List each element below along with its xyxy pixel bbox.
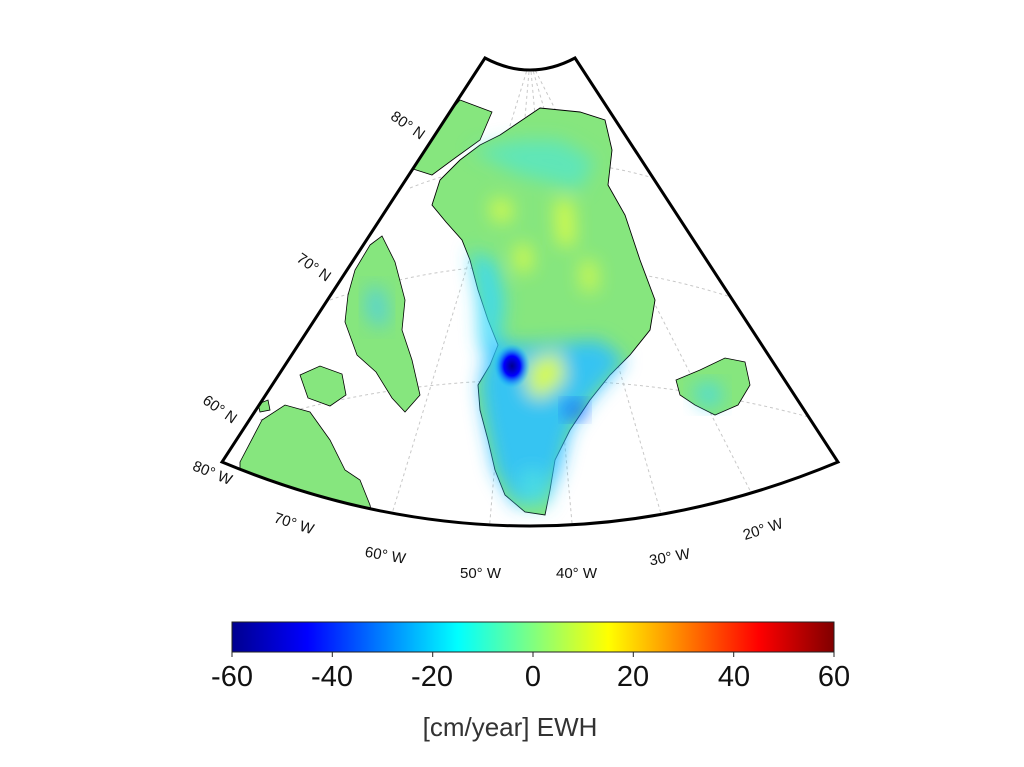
land-masses xyxy=(239,99,751,526)
lon-label-40w: 40° W xyxy=(556,565,598,582)
map-frame xyxy=(219,56,841,528)
meridian-40w xyxy=(529,59,576,526)
colorbar-tick-label: 60 xyxy=(818,661,850,693)
lon-label-20w: 20° W xyxy=(741,515,786,544)
lat-label-70n: 70° N xyxy=(293,250,334,286)
colorbar-ticks xyxy=(231,652,835,657)
labrador-peninsula xyxy=(239,404,376,526)
lat-label-60n: 60° N xyxy=(199,392,240,428)
lon-label-50w: 50° W xyxy=(460,565,502,582)
colorbar-tick-label: -60 xyxy=(211,661,253,693)
colorbar-label: [cm/year] EWH xyxy=(423,712,598,742)
baffin-low-anomaly xyxy=(364,285,390,330)
colorbar: -60 -40 -20 0 20 40 60 [cm/year] EWH xyxy=(211,621,850,742)
colorbar-tick-label: 20 xyxy=(617,661,649,693)
lon-label-30w: 30° W xyxy=(648,545,692,569)
colorbar-tick-label: 0 xyxy=(525,661,541,693)
colorbar-tick-label: -40 xyxy=(311,661,353,693)
iceland-anomaly xyxy=(690,380,725,410)
colorbar-tick-label: -20 xyxy=(411,661,453,693)
lat-label-80n: 80° N xyxy=(387,108,428,144)
colorbar-gradient xyxy=(231,621,835,653)
lon-label-60w: 60° W xyxy=(364,544,408,568)
lon-label-80w: 80° W xyxy=(190,458,235,489)
southeast-loss xyxy=(563,400,587,420)
lon-label-70w: 70° W xyxy=(272,509,317,538)
colorbar-tick-label: 40 xyxy=(718,661,750,693)
parallel-80n xyxy=(409,161,661,189)
jakobshavn-loss-center xyxy=(494,344,530,388)
hudson-islands xyxy=(299,365,347,407)
